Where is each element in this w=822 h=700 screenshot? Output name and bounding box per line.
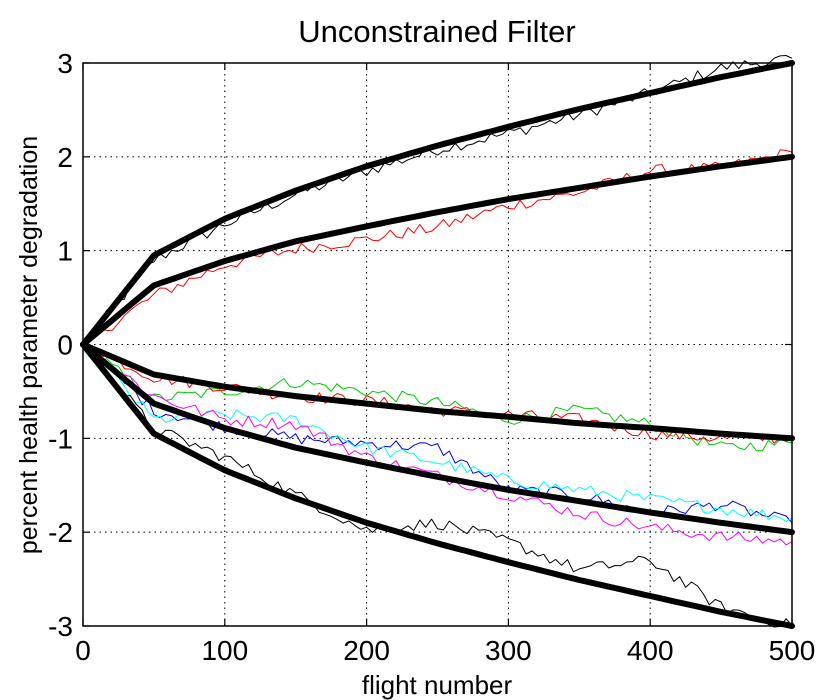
chart-title: Unconstrained Filter	[298, 14, 575, 49]
estimate-series-line-7	[82, 344, 793, 628]
grid	[83, 63, 792, 626]
x-tick-label: 400	[627, 635, 674, 666]
x-tick-label: 0	[75, 635, 91, 666]
y-tick-label: 1	[57, 236, 73, 267]
y-tick-label: 2	[57, 142, 73, 173]
x-tick-label: 500	[769, 635, 816, 666]
estimate-series-line-2	[82, 344, 793, 452]
y-tick-label: -1	[48, 423, 73, 454]
x-tick-label: 200	[343, 635, 390, 666]
true-curve-line-2	[80, 341, 795, 442]
y-tick-label: -2	[48, 517, 73, 548]
true-curve-line-0	[80, 60, 795, 348]
x-tick-label: 100	[201, 635, 248, 666]
tick-group: 0 100 200 300 400 500 -3 -2 -1 0 1 2 3	[48, 48, 815, 666]
y-tick-label: 0	[57, 330, 73, 361]
estimate-series-line-6	[82, 344, 793, 546]
x-tick-label: 300	[485, 635, 532, 666]
y-axis-label: percent health parameter degradation	[15, 136, 43, 554]
true-curve-line-4	[80, 341, 795, 629]
true-curve-line-1	[80, 153, 795, 348]
y-tick-label: 3	[57, 48, 73, 79]
true-curve-group	[80, 60, 795, 629]
true-curve-line-3	[80, 341, 795, 536]
y-tick-label: -3	[48, 611, 73, 642]
x-axis-label: flight number	[362, 670, 513, 700]
